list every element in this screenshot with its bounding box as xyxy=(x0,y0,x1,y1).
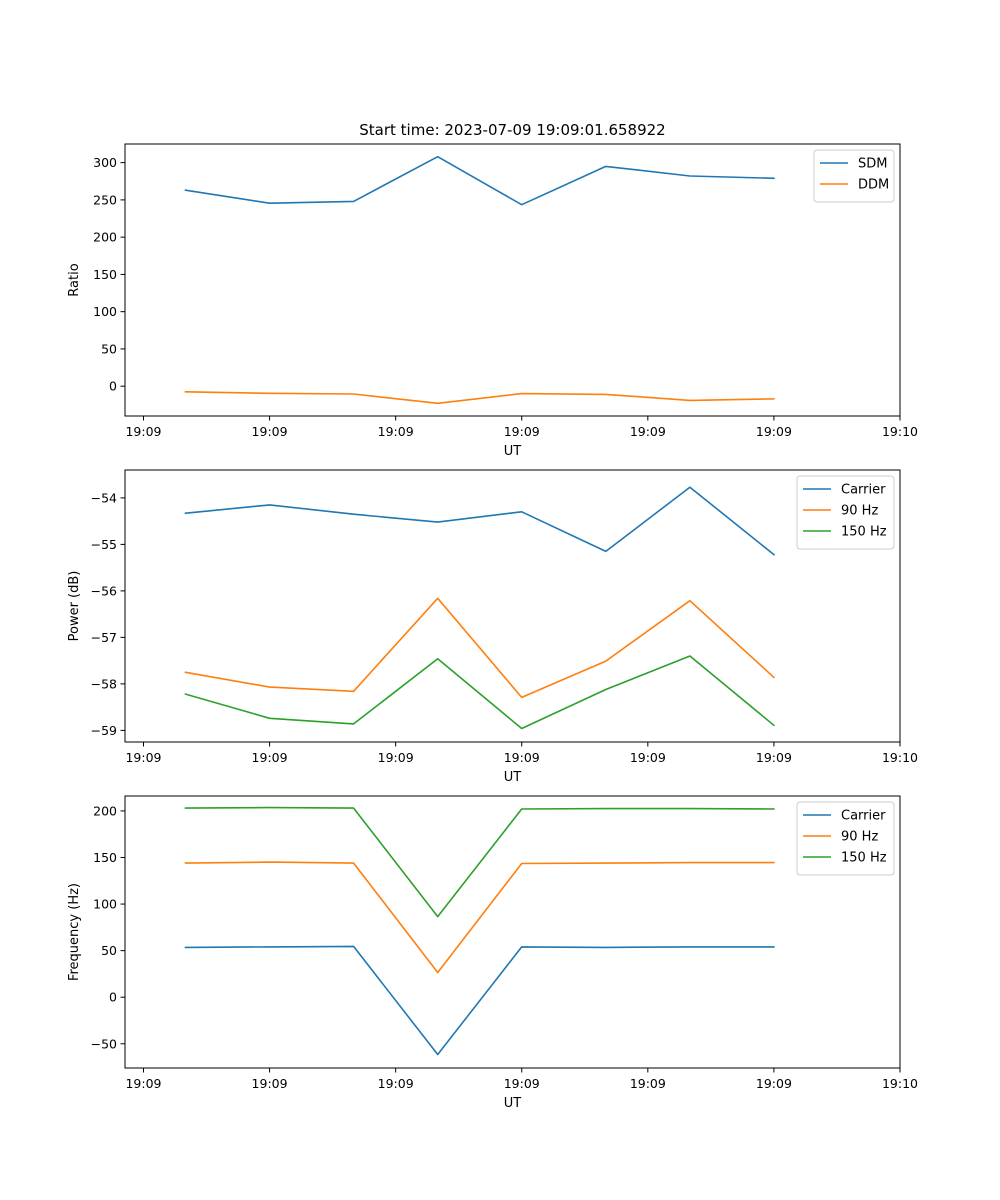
x-tick-label: 19:09 xyxy=(504,424,540,439)
plot-frame xyxy=(124,469,901,743)
y-tick-label: −58 xyxy=(91,676,117,691)
y-axis-label: Power (dB) xyxy=(67,571,82,642)
y-tick-label: −56 xyxy=(91,583,117,598)
x-tick-label: 19:10 xyxy=(882,750,918,765)
x-tick-label: 19:09 xyxy=(252,1076,288,1091)
x-axis-label: UT xyxy=(504,1096,522,1111)
legend-label: 150 Hz xyxy=(841,851,887,866)
chart-panel-2: 19:09 19:09 19:09 19:09 19:09 19:09 19:10 −59 −5… xyxy=(67,469,918,785)
y-tick-label: 200 xyxy=(93,230,117,245)
x-tick-label: 19:09 xyxy=(378,424,414,439)
y-axis-label: Frequency (Hz) xyxy=(67,883,82,981)
y-tick-label: 50 xyxy=(101,341,117,356)
chart-panel-3: 19:09 19:09 19:09 19:09 19:09 19:09 19:10 −50 0 5… xyxy=(67,795,918,1111)
x-tick-label: 19:09 xyxy=(756,750,792,765)
x-tick-label: 19:09 xyxy=(378,750,414,765)
y-axis-label: Ratio xyxy=(67,263,82,296)
legend-label: SDM xyxy=(858,157,887,172)
x-tick-label: 19:09 xyxy=(630,1076,666,1091)
y-tick-label: 0 xyxy=(109,379,117,394)
x-axis-label: UT xyxy=(504,770,522,785)
legend: SDM DDM xyxy=(813,149,895,203)
chart-title: Start time: 2023-07-09 19:09:01.658922 xyxy=(359,121,665,139)
legend: Carrier 90 Hz 150 Hz xyxy=(796,801,895,876)
y-tick-label: −50 xyxy=(91,1036,117,1051)
x-tick-label: 19:09 xyxy=(125,750,161,765)
series-line-carrier xyxy=(184,945,775,1056)
x-tick-label: 19:09 xyxy=(378,1076,414,1091)
y-tick-label: 100 xyxy=(93,897,117,912)
legend-label: Carrier xyxy=(841,483,886,498)
x-tick-label: 19:09 xyxy=(504,1076,540,1091)
y-tick-label: 200 xyxy=(93,803,117,818)
y-tick-label: 100 xyxy=(93,304,117,319)
y-tick-label: 250 xyxy=(93,192,117,207)
legend-label: DDM xyxy=(858,178,889,193)
plot-frame xyxy=(124,143,901,417)
series-line-carrier xyxy=(184,486,776,556)
y-tick-label: 0 xyxy=(109,990,117,1005)
series-line-90-hz xyxy=(184,597,776,699)
x-tick-label: 19:09 xyxy=(756,1076,792,1091)
x-tick-label: 19:09 xyxy=(125,1076,161,1091)
x-tick-label: 19:09 xyxy=(125,424,161,439)
series-line-150-hz xyxy=(184,806,775,918)
x-tick-label: 19:09 xyxy=(756,424,792,439)
x-tick-label: 19:09 xyxy=(630,424,666,439)
x-tick-label: 19:09 xyxy=(504,750,540,765)
x-tick-label: 19:10 xyxy=(882,1076,918,1091)
series-line-150-hz xyxy=(184,655,776,730)
x-tick-label: 19:09 xyxy=(252,750,288,765)
y-tick-label: −55 xyxy=(91,537,117,552)
legend-label: 150 Hz xyxy=(841,525,887,540)
x-tick-label: 19:10 xyxy=(882,424,918,439)
legend-label: 90 Hz xyxy=(841,504,878,519)
y-tick-label: −59 xyxy=(91,723,117,738)
y-tick-label: 150 xyxy=(93,267,117,282)
series-line-ddm xyxy=(184,390,775,405)
x-tick-label: 19:09 xyxy=(630,750,666,765)
y-tick-label: 150 xyxy=(93,850,117,865)
legend: Carrier 90 Hz 150 Hz xyxy=(796,475,895,550)
y-tick-label: −57 xyxy=(91,630,117,645)
x-axis-label: UT xyxy=(504,444,522,459)
series-line-sdm xyxy=(184,155,775,206)
x-tick-label: 19:09 xyxy=(252,424,288,439)
chart-panel-1: Start time: 2023-07-09 19:09:01.658922 19… xyxy=(67,121,918,459)
series-line-90-hz xyxy=(184,861,775,974)
legend-label: Carrier xyxy=(841,809,886,824)
y-tick-label: 50 xyxy=(101,943,117,958)
y-tick-label: −54 xyxy=(91,490,117,505)
legend-label: 90 Hz xyxy=(841,830,878,845)
y-tick-label: 300 xyxy=(93,155,117,170)
plot-frame xyxy=(124,795,901,1069)
